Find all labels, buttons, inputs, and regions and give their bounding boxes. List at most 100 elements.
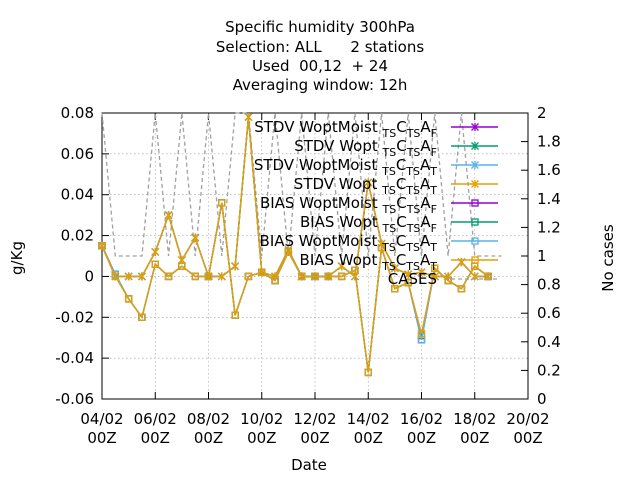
x-tick-label: 12/02 [293, 410, 336, 428]
series-point [231, 311, 239, 319]
chart-title-line-3: Used 00,12 + 24 [252, 57, 388, 75]
series-8 [98, 199, 492, 377]
legend-label: STDV WoptMoist TSCTSAF [254, 118, 437, 140]
series-point [217, 272, 226, 281]
legend-entry-7: BIAS WoptMoist TSCTSAT [260, 232, 498, 254]
x-tick-label: 18/02 [453, 410, 496, 428]
x-tick-label: 04/02 [80, 410, 123, 428]
y-tick-label: 0.08 [61, 104, 94, 122]
x-tick-label-time: 00Z [300, 429, 329, 447]
x-tick-label-time: 00Z [247, 429, 276, 447]
series-point [391, 285, 399, 293]
series-point [364, 178, 373, 187]
x-tick-label: 10/02 [240, 410, 283, 428]
y2-axis-label: No cases [599, 224, 617, 292]
series-point [337, 272, 346, 281]
legend-label: CASES [388, 270, 437, 288]
y-tick-label: -0.04 [55, 349, 94, 367]
legend-marker [471, 123, 479, 131]
x-tick-label-time: 00Z [460, 429, 489, 447]
series-point [111, 272, 119, 281]
x-tick-label: 08/02 [187, 410, 230, 428]
legend-marker [471, 218, 479, 226]
y-tick-label: -0.06 [55, 390, 94, 408]
x-tick-label: 20/02 [506, 410, 549, 428]
x-tick-label-time: 00Z [407, 429, 436, 447]
series-point [364, 368, 372, 377]
y-tick-label: -0.02 [55, 308, 94, 326]
series-point [191, 272, 199, 281]
legend-marker [471, 142, 479, 150]
x-tick-label: 16/02 [400, 410, 443, 428]
legend-entry-6: BIAS Wopt TSCTSAF [300, 213, 498, 235]
series-point [137, 272, 146, 281]
series-point [457, 285, 466, 293]
series-point [417, 329, 426, 338]
legend-entry-2: STDV Wopt TSCTSAF [294, 137, 498, 159]
y2-tick-label: 0.8 [537, 276, 561, 294]
legend-entry-3: STDV WoptMoist TSCTSAT [254, 156, 498, 178]
chart-title-line-4: Averaging window: 12h [233, 76, 408, 94]
x-tick-label-time: 00Z [513, 429, 542, 447]
x-tick-label: 06/02 [134, 410, 177, 428]
y-tick-label: 0 [84, 267, 94, 285]
series-point [390, 264, 399, 273]
series-point [124, 295, 133, 303]
y-axis-label: g/Kg [8, 241, 26, 275]
series-point [138, 313, 146, 321]
legend-label: STDV Wopt TSCTSAT [294, 175, 437, 197]
y2-tick-label: 0.6 [537, 304, 561, 322]
chart-title-line-2: Selection: ALL 2 stations [216, 38, 424, 56]
series-point [404, 278, 412, 287]
x-tick-label-time: 00Z [87, 429, 116, 447]
plot-area: -0.06 -0.04 -0.02 0 0.02 0.04 0.06 0.08 0 0.2 0.4 0… [55, 104, 561, 447]
x-tick-label-time: 00Z [194, 429, 223, 447]
series-point [284, 248, 293, 256]
y-tick-label: 0.02 [61, 227, 94, 245]
legend-label: BIAS WoptMoist TSCTSAT [260, 232, 438, 254]
series-point [298, 272, 306, 281]
series-point [404, 270, 413, 279]
legend-entry-8: BIAS Wopt TSCTSAT [300, 251, 498, 273]
series-line [101, 202, 489, 373]
y2-tick-label: 0 [537, 390, 547, 408]
series-point [151, 247, 160, 256]
y2-tick-label: 0.4 [537, 333, 561, 351]
y-tick-label: 0.04 [61, 186, 94, 204]
legend-label: BIAS Wopt TSCTSAT [300, 251, 438, 273]
legend-label: STDV Wopt TSCTSAF [294, 137, 437, 159]
chart-title-line-1: Specific humidity 300hPa [225, 18, 415, 36]
legend-marker [471, 237, 479, 245]
series-point [244, 272, 253, 281]
series-point [244, 113, 253, 122]
x-tick-label-time: 00Z [354, 429, 383, 447]
series-point [311, 272, 319, 281]
x-axis-label: Date [291, 456, 327, 474]
series-point [191, 233, 200, 242]
series-point [178, 262, 186, 270]
y-tick-label: 0.06 [61, 145, 94, 163]
x-tick-label: 14/02 [347, 410, 390, 428]
legend-label: STDV WoptMoist TSCTSAT [254, 156, 437, 178]
legend-label: BIAS WoptMoist TSCTSAF [260, 194, 437, 216]
series-point [417, 268, 426, 277]
series-point [164, 211, 173, 220]
legend-marker [471, 199, 479, 207]
legend-entry-cases: CASES [388, 270, 498, 288]
cases-series-line [101, 112, 502, 257]
legend-entry-1: STDV WoptMoist TSCTSAF [254, 118, 498, 140]
y2-tick-label: 1.2 [537, 218, 561, 236]
legend-entry-4: STDV Wopt TSCTSAT [294, 175, 498, 197]
y2-tick-label: 2 [537, 104, 547, 122]
legend-marker [471, 161, 479, 169]
series-point [231, 262, 240, 271]
legend-marker [471, 256, 479, 264]
series-point [324, 272, 332, 281]
series-point [98, 242, 106, 250]
series-point [218, 199, 226, 207]
series-point [164, 272, 173, 281]
series-point [151, 260, 159, 268]
